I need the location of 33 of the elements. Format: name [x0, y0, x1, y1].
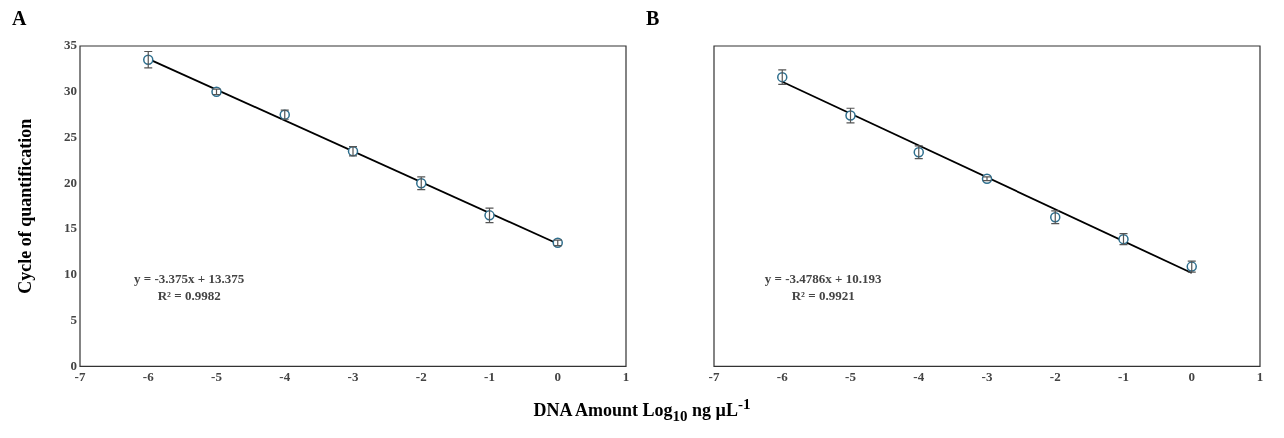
x-tick-label: 0 [554, 368, 561, 384]
y-tick-label: 20 [64, 174, 77, 190]
y-tick-label: 25 [64, 128, 78, 144]
y-tick-label: 0 [70, 357, 77, 373]
y-tick-label: 35 [64, 37, 78, 53]
x-tick-label: -2 [1049, 368, 1061, 384]
x-tick-label: -4 [913, 368, 925, 384]
x-tick-label: -3 [981, 368, 993, 384]
x-tick-label: -6 [776, 368, 789, 384]
y-tick-label: 15 [64, 220, 78, 236]
x-tick-label: -7 [708, 368, 720, 384]
annotation: R² = 0.9982 [157, 288, 221, 304]
x-tick-label: -1 [1118, 368, 1129, 384]
y-tick-label: 10 [64, 266, 77, 282]
x-tick-label: 1 [1256, 368, 1264, 384]
x-tick-label: -5 [845, 368, 857, 384]
annotation: y = -3.4786x + 10.193 [764, 271, 883, 287]
chart-title: B [646, 7, 660, 30]
x-tick-label: -4 [279, 368, 291, 384]
x-tick-label: 1 [622, 368, 630, 384]
y-tick-label: 5 [70, 311, 78, 327]
chart-title: A [12, 7, 27, 30]
annotation: y = -3.375x + 13.375 [134, 271, 245, 287]
y-tick-label: 30 [64, 83, 77, 99]
annotation: R² = 0.9921 [791, 288, 855, 304]
x-tick-label: -6 [142, 368, 155, 384]
x-tick-label: 0 [1188, 368, 1195, 384]
y-axis-title: Cycle of quantification [15, 118, 36, 294]
x-tick-label: -1 [484, 368, 495, 384]
x-tick-label: -3 [347, 368, 359, 384]
x-tick-label: -2 [415, 368, 427, 384]
x-tick-label: -5 [211, 368, 223, 384]
x-axis-title: DNA Amount Log$_{10}$ ng µL$^{-1}$ [532, 396, 752, 425]
